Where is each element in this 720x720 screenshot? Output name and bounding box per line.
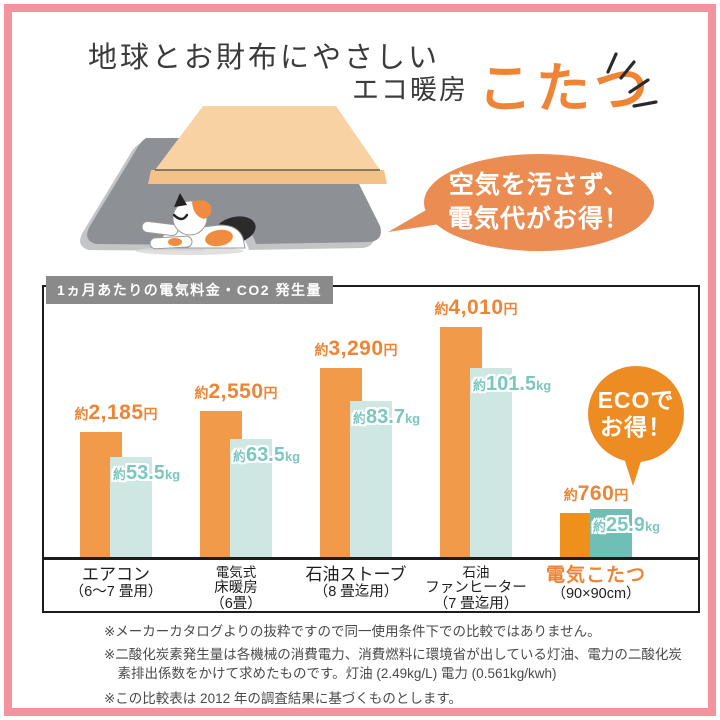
category-label-line: エアコン — [82, 565, 150, 584]
bar-group: 約2,550円約63.5kg — [194, 287, 300, 557]
co2-label: 約63.5kg — [233, 444, 301, 466]
speech-bubble-text: 空気を汚さず、 — [448, 172, 630, 199]
category-axis: エアコン （6～7 畳用） 電気式 床暖房 （6畳） 石油ストーブ （8 畳迄用） 石油 ファン… — [41, 560, 698, 612]
price-label: 約2,550円 — [194, 380, 278, 403]
subtitle: エコ暖房 こたつ — [352, 62, 652, 116]
category-label: 電気こたつ （90×90cm） — [521, 565, 671, 603]
category-label-line: （90×90cm） — [551, 586, 641, 603]
footnotes: ※メーカーカタログよりの抜粋ですので同一使用条件下での比較ではありません。 ※二… — [104, 622, 690, 711]
category-label: 石油 ファンヒーター （7 畳迄用） — [401, 565, 551, 613]
co2-bar — [110, 457, 152, 557]
eco-badge-text: お得！ — [600, 414, 672, 440]
category-label-line: ファンヒーター — [425, 580, 527, 597]
category-label-line: （6～7 畳用） — [69, 584, 163, 601]
category-label-line: 電気こたつ — [545, 565, 646, 586]
bar-group: 約3,290円約83.7kg — [314, 287, 420, 557]
eco-badge: ECOで お得！ — [588, 366, 684, 462]
co2-label: 約83.7kg — [353, 406, 421, 428]
speech-bubble-text: 電気代がお得！ — [447, 205, 630, 233]
category-label-line: （8 畳迄用） — [313, 584, 399, 601]
category-label-line: （7 畳迄用） — [433, 596, 519, 613]
footnote: ※メーカーカタログよりの抜粋ですので同一使用条件下での比較ではありません。 — [104, 624, 601, 639]
co2-label: 約53.5kg — [113, 462, 181, 484]
eco-badge-tail — [624, 458, 642, 486]
price-label: 約2,185円 — [74, 401, 158, 424]
co2-bar — [230, 439, 272, 557]
page-title: 地球とお財布にやさしい — [88, 42, 441, 74]
price-label: 約3,290円 — [314, 337, 398, 360]
speech-bubble: 空気を汚さず、 電気代がお得！ — [424, 154, 654, 251]
co2-bar — [590, 509, 632, 557]
category-label: 石油ストーブ （8 畳迄用） — [281, 565, 431, 600]
category-label-line: 石油ストーブ — [305, 565, 407, 584]
category-label: エアコン （6～7 畳用） — [41, 565, 191, 600]
kotatsu-cat-illustration — [80, 106, 387, 255]
category-label-line: 石油 — [462, 565, 490, 580]
co2-label: 約101.5kg — [473, 373, 552, 395]
category-label-line: 床暖房 — [214, 580, 258, 597]
category-label-line: （6畳） — [210, 596, 262, 613]
subtitle-prefix: エコ暖房 — [352, 75, 468, 105]
category-label: 電気式 床暖房 （6畳） — [161, 565, 311, 613]
cat — [136, 193, 256, 255]
sparkle-icon — [606, 52, 658, 108]
kotatsu-table-edge — [148, 170, 387, 184]
category-label-line: 電気式 — [215, 565, 257, 580]
subtitle-kotatsu: こたつ — [478, 59, 652, 119]
price-label: 約760円 — [563, 482, 629, 505]
co2-label: 約25.9kg — [593, 514, 661, 536]
footnote: ※二酸化炭素発生量は各機械の消費電力、消費燃料に環境省が出している灯油、電力の二… — [104, 646, 682, 682]
bar-group: 約760円約25.9kg — [560, 287, 660, 557]
price-label: 約4,010円 — [434, 296, 518, 319]
co2-bar — [470, 368, 512, 557]
bar-group: 約2,185円約53.5kg — [74, 287, 180, 557]
kotatsu-table-top — [155, 106, 380, 170]
eco-badge-text: ECOで — [597, 386, 675, 413]
chart-baseline — [44, 557, 698, 560]
chart-title-badge: 1ヵ月あたりの電気料金・CO2 発生量 — [46, 276, 333, 304]
co2-bar — [350, 401, 392, 557]
bars-area: 約2,185円 約53.5kg 約2,550円 約63.5kg 約3,290円 約83.7… — [44, 287, 698, 557]
bar-chart: 約2,185円 約53.5kg 約2,550円 約63.5kg 約3,290円 約83.7… — [42, 285, 700, 613]
footnote: ※この比較表は 2012 年の調査結果に基づくものとします。 — [104, 690, 462, 706]
bar-group: 約4,010円約101.5kg — [434, 287, 551, 557]
